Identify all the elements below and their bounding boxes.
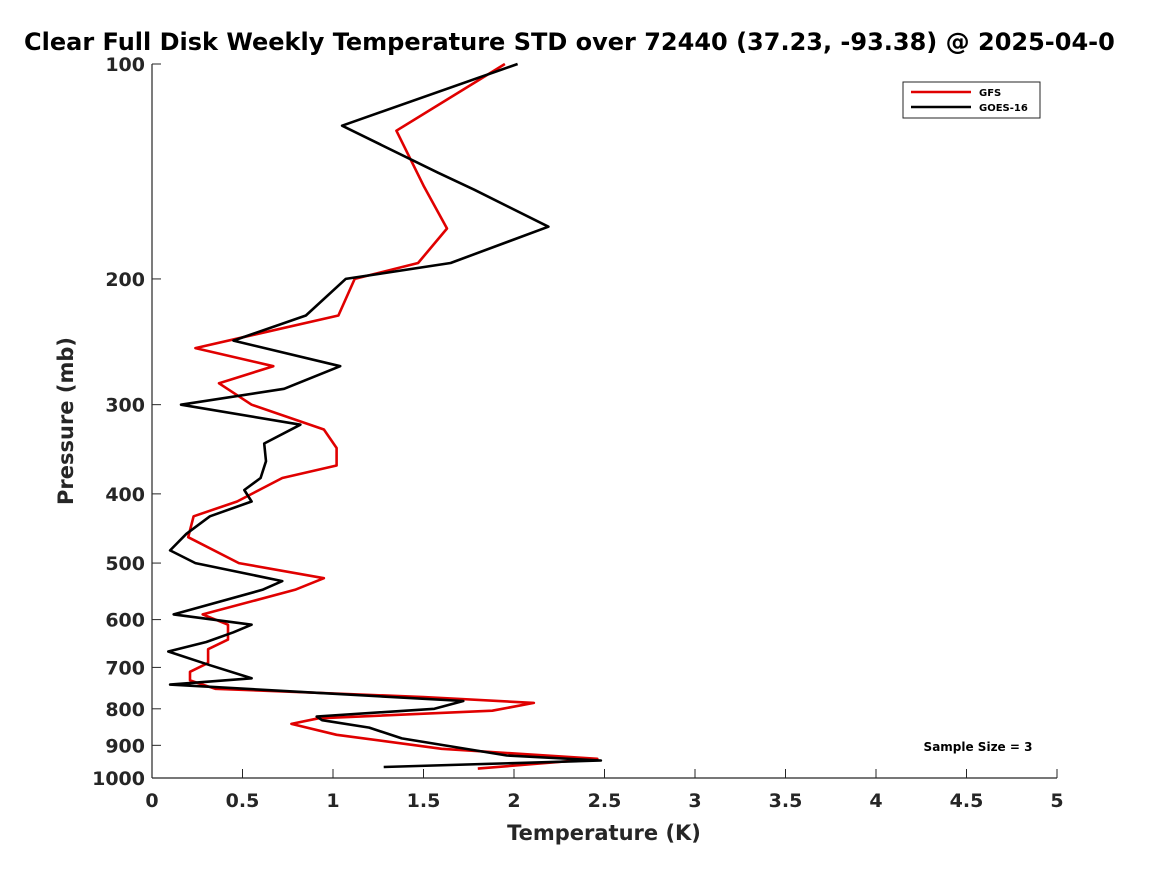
y-axis-label: Pressure (mb) [54, 337, 78, 505]
y-tick-label: 100 [105, 54, 145, 76]
legend-entry-label: GOES-16 [979, 103, 1028, 114]
x-tick-label: 0 [145, 790, 158, 812]
chart-title: Clear Full Disk Weekly Temperature STD o… [24, 28, 1115, 56]
y-tick-label: 1000 [92, 768, 145, 790]
x-tick-label: 4.5 [950, 790, 984, 812]
y-tick-label: 700 [105, 657, 145, 679]
series-line-gfs [186, 62, 599, 770]
sample-size-annotation: Sample Size = 3 [924, 740, 1033, 754]
legend: GFS GOES-16 [902, 81, 1041, 119]
y-tick-label: 800 [105, 699, 145, 721]
y-tick-label: 200 [105, 269, 145, 291]
y-tick-label: 600 [105, 610, 145, 632]
x-tick-label: 0.5 [226, 790, 260, 812]
x-tick-label: 3 [688, 790, 701, 812]
y-tick-label: 500 [105, 553, 145, 575]
series-lines [167, 62, 603, 770]
series-line-goes-16 [167, 62, 603, 769]
x-axis-label: Temperature (K) [507, 821, 701, 845]
x-tick-label: 1 [326, 790, 339, 812]
legend-entry-label: GFS [979, 88, 1001, 99]
x-tick-label: 2.5 [588, 790, 622, 812]
y-tick-label: 300 [105, 395, 145, 417]
y-tick-label: 900 [105, 735, 145, 757]
x-tick-label: 5 [1050, 790, 1063, 812]
axes: 0 0.5 1 1.5 2 2.5 3 3.5 4 4.5 5 100 200 300 400 500 600 7… [92, 54, 1064, 812]
x-tick-label: 1.5 [407, 790, 441, 812]
x-tick-label: 4 [869, 790, 882, 812]
legend-box [902, 81, 1041, 119]
y-tick-label: 400 [105, 484, 145, 506]
x-tick-label: 3.5 [769, 790, 803, 812]
x-tick-label: 2 [507, 790, 520, 812]
